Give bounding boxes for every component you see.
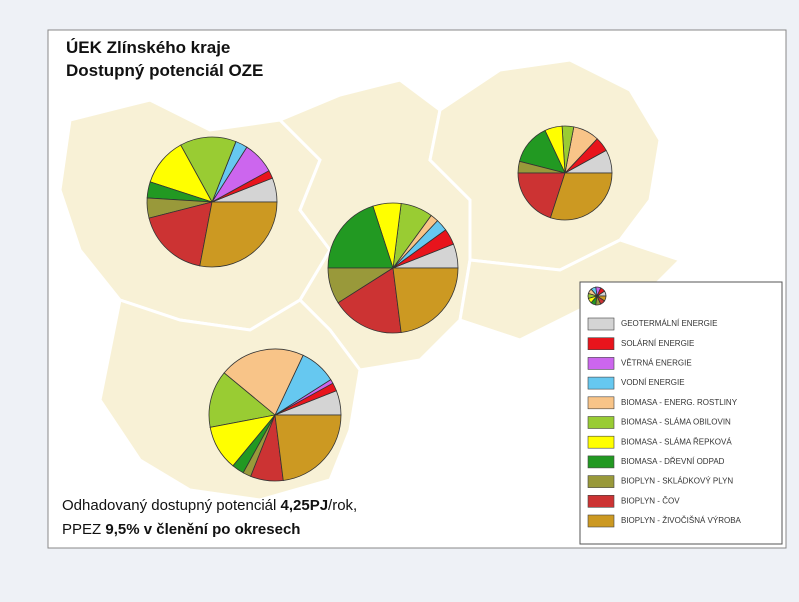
legend-label: VĚTRNÁ ENERGIE: [621, 359, 692, 368]
caption: Odhadovaný dostupný potenciál 4,25PJ/rok…: [62, 497, 357, 514]
caption: PPEZ 9,5% v členění po okresech: [62, 521, 300, 538]
legend-label: GEOTERMÁLNÍ ENERGIE: [621, 319, 717, 328]
pie-slice: [180, 136, 237, 203]
caption-text: 9,5% v členění po okresech: [105, 521, 300, 538]
legend-swatch: [587, 376, 615, 390]
legend-label: BIOPLYN - ŽIVOČIŠNÁ VÝROBA: [621, 516, 742, 525]
legend-swatch: [587, 455, 615, 469]
legend-label: BIOPLYN - ČOV: [621, 496, 680, 505]
legend-swatch: [587, 475, 615, 488]
pie-slice: [337, 267, 402, 334]
legend-label: BIOMASA - DŘEVNÍ ODPAD: [621, 457, 725, 466]
legend-swatch: [587, 317, 615, 331]
caption-text: 4,25PJ: [281, 497, 329, 514]
pie-slice: [274, 414, 342, 481]
pie-slice: [392, 267, 459, 333]
caption-text: Odhadovaný dostupný potenciál: [62, 497, 281, 514]
pies: [146, 125, 613, 482]
legend-swatch: [587, 357, 615, 370]
legend-swatch: [587, 494, 615, 508]
legend-label: BIOMASA - SLÁMA ŘEPKOVÁ: [621, 437, 732, 446]
pie-slice: [517, 172, 566, 219]
title-line: Dostupný potenciál OZE: [66, 61, 263, 80]
pie-slice: [327, 205, 394, 269]
legend-swatch: [587, 396, 615, 410]
legend-swatch: [587, 435, 615, 449]
legend-label: BIOMASA - SLÁMA OBILOVIN: [621, 418, 731, 427]
legend-label: BIOPLYN - SKLÁDKOVÝ PLYN: [621, 477, 733, 486]
legend: GEOTERMÁLNÍ ENERGIE SOLÁRNÍ ENERGIE VĚTRNÁ…: [587, 286, 742, 528]
title-line: ÚEK Zlínského kraje: [66, 38, 230, 57]
legend-swatch: [587, 416, 615, 429]
legend-label: BIOMASA - ENERG. ROSTLINY: [621, 398, 738, 407]
legend-swatch: [587, 514, 615, 528]
pie-slice: [595, 295, 607, 302]
caption-text: PPEZ: [62, 521, 105, 538]
legend-label: SOLÁRNÍ ENERGIE: [621, 339, 694, 348]
pie-slice: [148, 201, 213, 267]
pie-slice: [199, 201, 278, 268]
pie-slice: [549, 172, 613, 221]
pie-slice: [223, 348, 304, 416]
legend-swatch: [587, 337, 615, 351]
legend-label: VODNÍ ENERGIE: [621, 378, 685, 387]
pie-slice: [208, 372, 276, 428]
caption-text: /rok,: [328, 497, 357, 514]
